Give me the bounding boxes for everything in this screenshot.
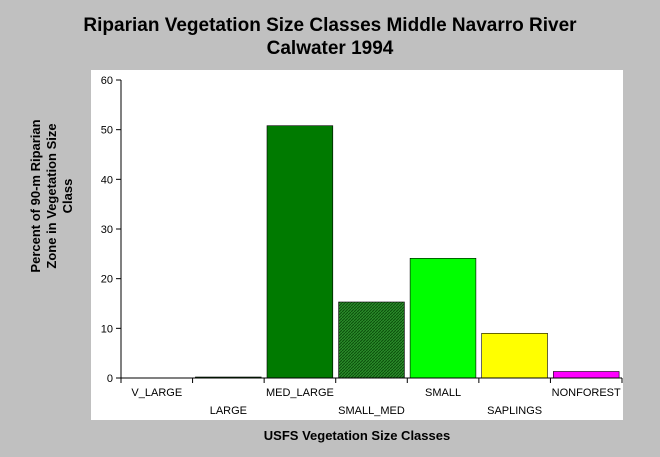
x-category-label: SMALL bbox=[425, 387, 461, 399]
y-tick-label: 60 bbox=[101, 75, 113, 87]
x-category-label: SAPLINGS bbox=[487, 405, 542, 417]
bar-small bbox=[409, 257, 477, 379]
y-tick-label: 30 bbox=[101, 224, 113, 236]
bar-small-med bbox=[338, 301, 405, 379]
bar-med-large bbox=[266, 125, 334, 379]
y-tick-label: 0 bbox=[107, 373, 113, 385]
y-axis-label: Percent of 90-m Riparian Zone in Vegetati… bbox=[28, 119, 75, 272]
x-category-label: LARGE bbox=[210, 405, 247, 417]
bar-saplings bbox=[481, 332, 548, 379]
chart-title: Riparian Vegetation Size Classes Middle … bbox=[83, 15, 577, 36]
y-axis-label-line: Zone in Vegetation Size bbox=[44, 123, 59, 268]
y-tick-label: 10 bbox=[101, 323, 113, 335]
y-tick-label: 40 bbox=[101, 174, 113, 186]
y-ticks-group: 0 10 20 30 40 50 60 bbox=[101, 75, 121, 385]
bar-nonforest bbox=[552, 371, 620, 379]
y-axis-label-line: Percent of 90-m Riparian bbox=[28, 119, 43, 272]
y-axis-label-line: Class bbox=[60, 179, 75, 214]
x-categories-group: V_LARGE LARGE MED_LARGE SMALL_MED SMALL SAPLI… bbox=[120, 378, 623, 417]
chart-subtitle: Calwater 1994 bbox=[266, 38, 394, 59]
chart-title-block: Riparian Vegetation Size Classes Middle … bbox=[0, 14, 660, 60]
y-tick-label: 50 bbox=[101, 125, 113, 137]
x-axis-label: USFS Vegetation Size Classes bbox=[264, 428, 450, 443]
x-category-label: NONFOREST bbox=[552, 387, 621, 399]
bars-group bbox=[195, 125, 620, 379]
x-category-label: SMALL_MED bbox=[338, 405, 405, 417]
x-category-label: V_LARGE bbox=[131, 387, 182, 399]
y-tick-label: 20 bbox=[101, 274, 113, 286]
x-category-label: MED_LARGE bbox=[266, 387, 334, 399]
